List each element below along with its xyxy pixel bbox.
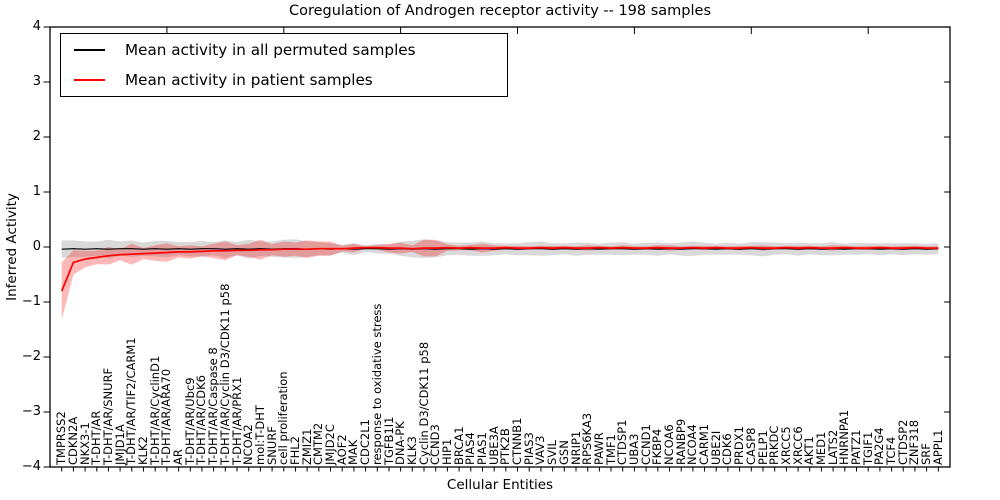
x-axis-label: Cellular Entities [446,477,554,493]
x-tick-label: APPL1 [930,429,945,465]
axis-ticks [43,26,950,472]
y-tick-label: 0 [32,239,41,254]
y-tick-label: −2 [21,349,41,364]
legend-line-red-icon [74,79,105,81]
legend-label-permuted: Mean activity in all permuted samples [125,41,416,59]
y-tick-label: 1 [32,184,41,199]
legend-box: Mean activity in all permuted samples Me… [60,33,508,97]
y-tick-label: 3 [32,74,41,89]
legend-label-patient: Mean activity in patient samples [125,71,373,89]
chart-title: Coregulation of Androgen receptor activi… [288,3,712,19]
legend-item-patient: Mean activity in patient samples [61,65,507,95]
y-tick-label: 2 [32,129,41,144]
axes-spines [49,26,951,468]
y-tick-label: −1 [21,294,41,309]
legend-item-permuted: Mean activity in all permuted samples [61,35,507,65]
permuted-mean-line [61,248,939,250]
y-tick-label: −3 [21,404,41,419]
y-tick-label: −4 [21,459,41,474]
legend-line-black-icon [74,49,105,51]
y-tick-label: 4 [32,19,41,34]
patient-mean-line [60,246,939,292]
